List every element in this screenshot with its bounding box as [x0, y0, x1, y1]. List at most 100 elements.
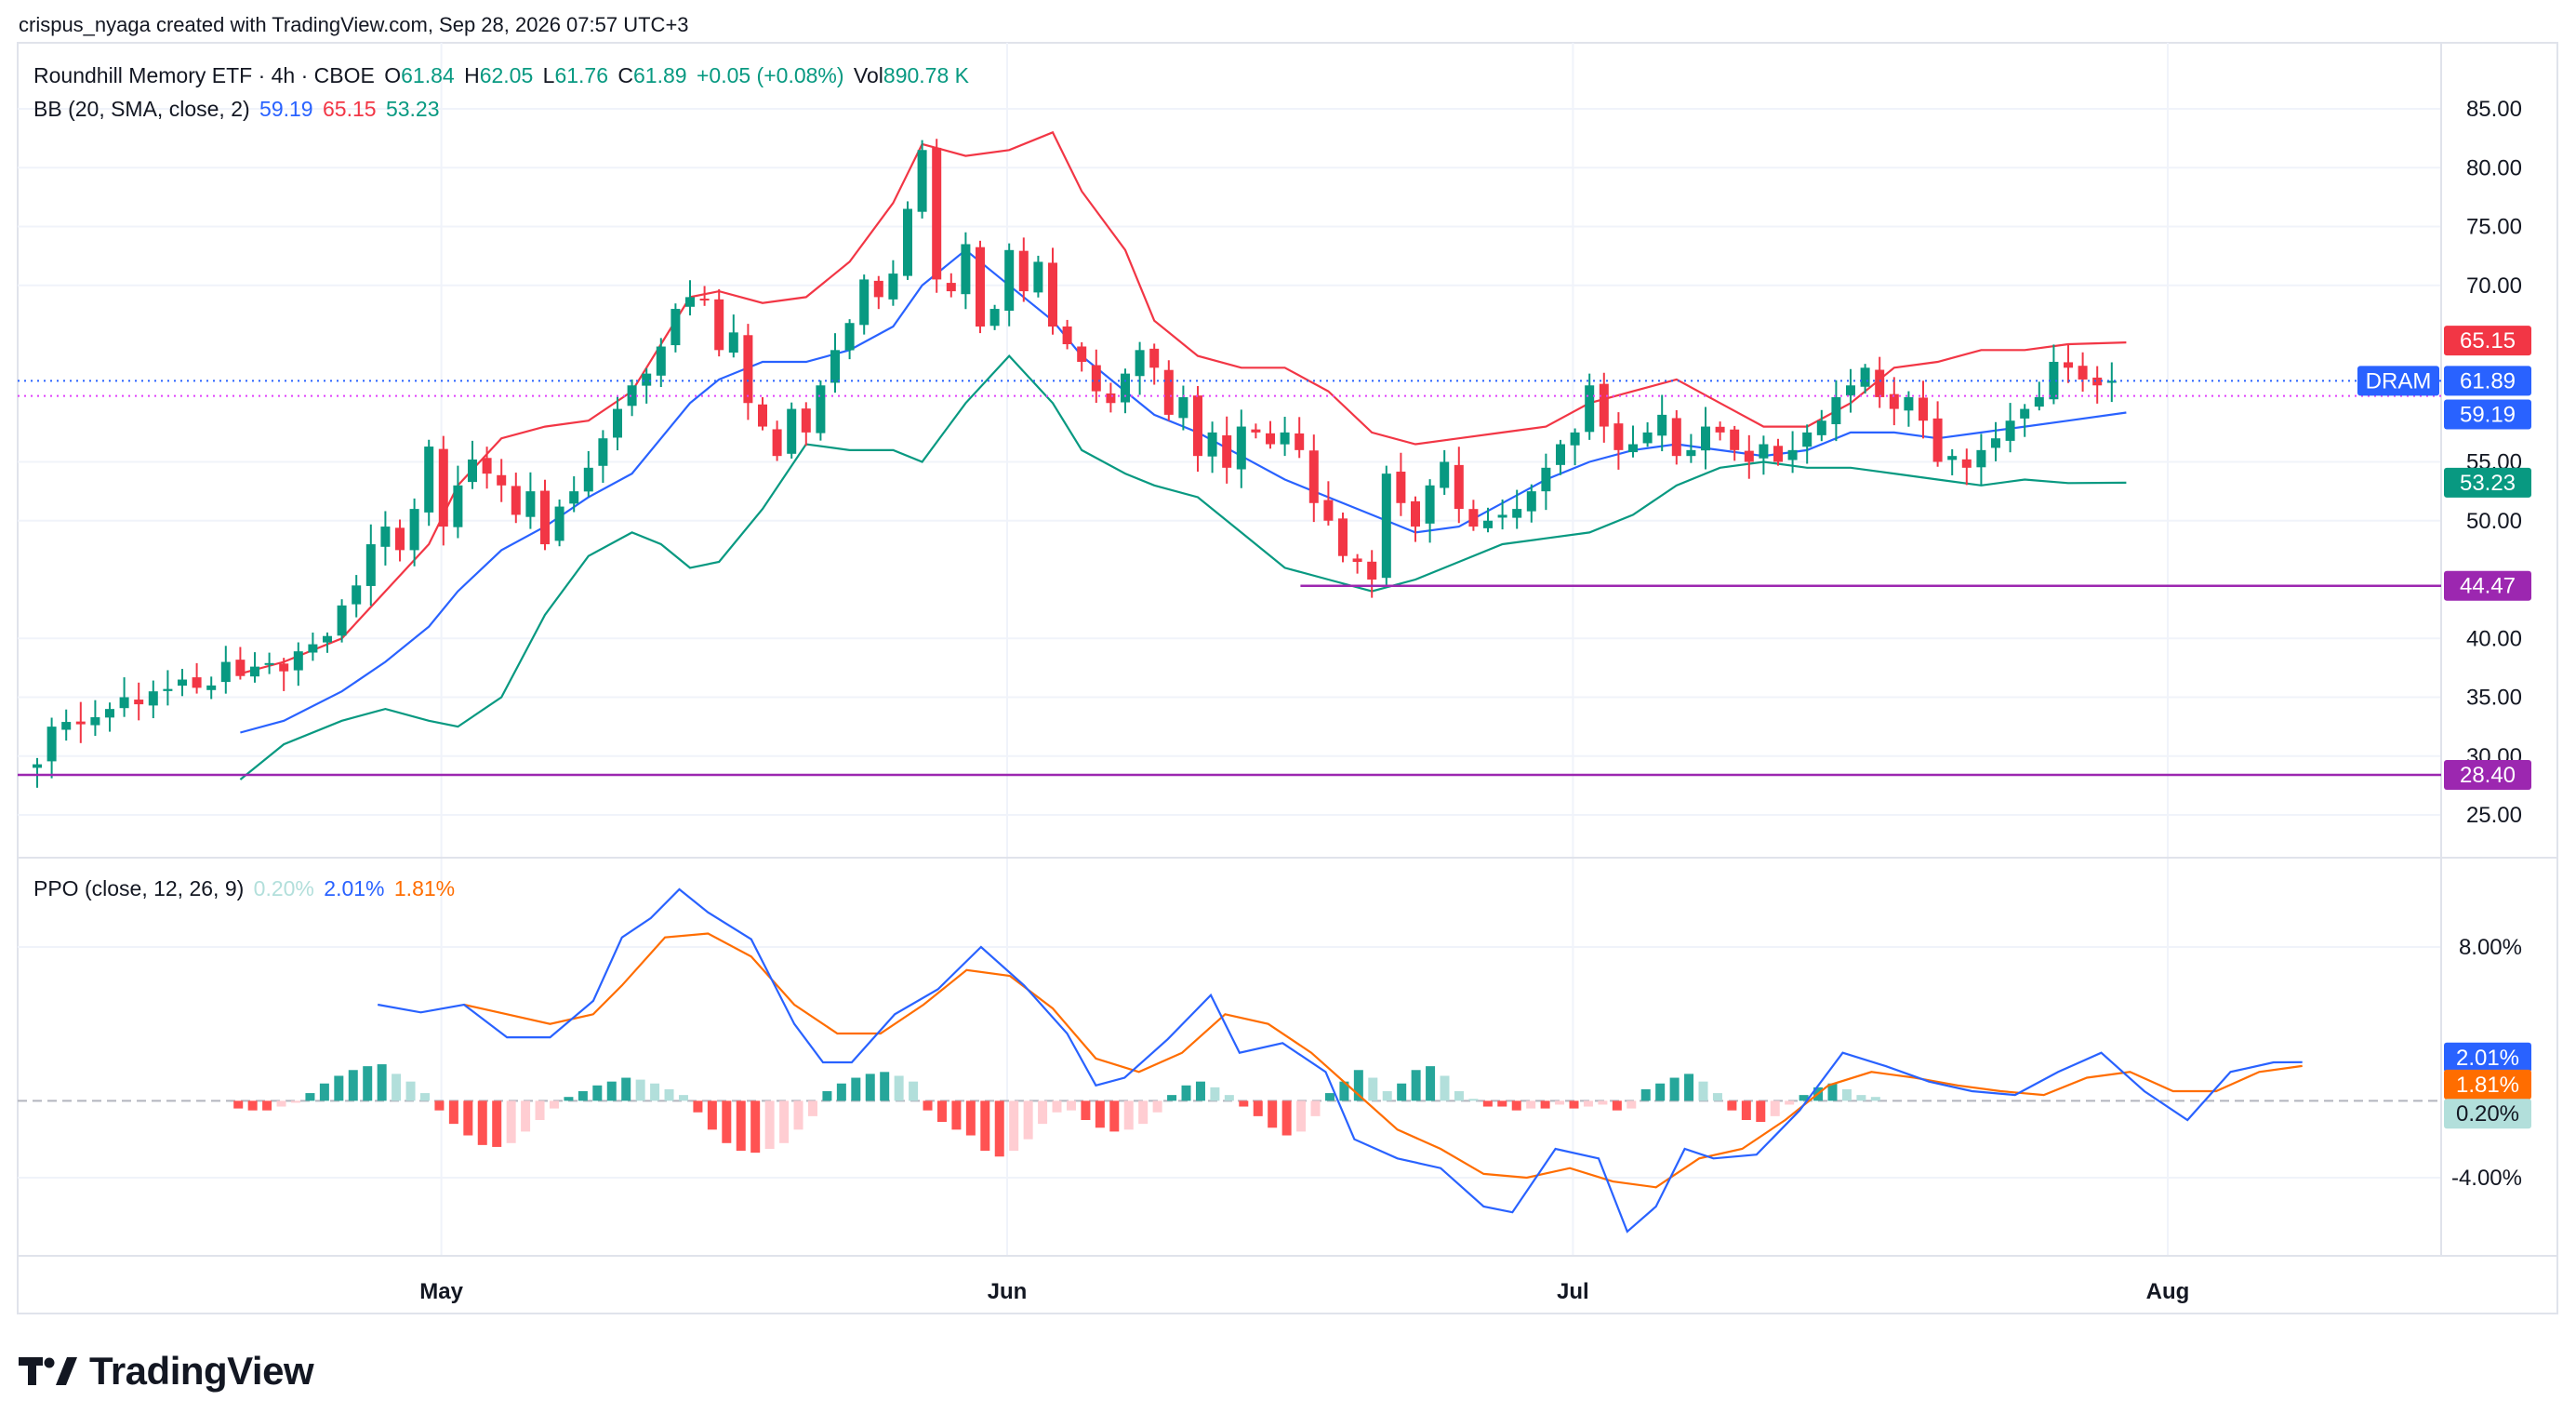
candle-body — [511, 486, 521, 515]
ppo-histogram-bar — [606, 1081, 617, 1101]
close-value: 61.89 — [633, 63, 687, 87]
candle-up — [844, 319, 855, 360]
badge-base-line: 28.40 — [2444, 759, 2531, 790]
candle-up — [2034, 381, 2044, 411]
ppo-histogram-bar — [764, 1100, 775, 1149]
candle-body — [1541, 467, 1551, 492]
price-badges: 65.15 61.89 DRAM 59.19 53.23 44.47 28.40 2.01%1… — [2357, 326, 2531, 1129]
ppo-histogram-bar — [363, 1066, 373, 1101]
bb-lower-line — [239, 353, 2127, 780]
candle-up — [468, 440, 477, 489]
ppo-signal-line — [463, 932, 2303, 1189]
candle-up — [424, 439, 434, 527]
candle-body — [308, 644, 318, 653]
badge-background — [2444, 326, 2531, 356]
ppo-histogram-bar — [1727, 1100, 1737, 1111]
ppo-histogram-bar — [405, 1081, 416, 1101]
ppo-histogram-bar — [635, 1079, 645, 1101]
candle-body — [2049, 361, 2059, 400]
ppo-histogram-bar — [1827, 1083, 1838, 1101]
ppo-histogram-bar — [334, 1075, 344, 1101]
brand-text: TradingView — [89, 1349, 314, 1393]
candle-up — [598, 430, 608, 483]
ppo-histogram-bar — [909, 1081, 919, 1101]
candle-body — [2092, 377, 2103, 386]
candle-body — [1251, 429, 1261, 433]
ppo-histogram-bar — [936, 1100, 947, 1123]
ppo-histogram-bar — [793, 1100, 803, 1130]
ppo-histogram-bar — [492, 1100, 502, 1147]
candle-body — [1367, 561, 1377, 580]
candle-down — [699, 286, 710, 306]
candle-up — [816, 380, 826, 441]
candle-up — [1541, 453, 1551, 511]
candle-up — [1121, 368, 1130, 414]
ppo-tick-label: 8.00% — [2459, 935, 2522, 960]
candle-body — [1787, 449, 1798, 460]
ppo-histogram-bar — [664, 1088, 674, 1101]
candle-body — [2078, 366, 2088, 380]
candle-up — [642, 367, 652, 404]
candle-body — [220, 661, 231, 683]
candle-body — [365, 544, 376, 586]
candle-up — [1280, 417, 1290, 457]
ppo-histogram-bar — [1756, 1100, 1766, 1123]
candle-body — [685, 297, 695, 307]
candle-down — [395, 519, 405, 562]
ppo-histogram-bar — [1612, 1100, 1622, 1111]
candle-body — [2106, 380, 2117, 383]
candle-up — [685, 280, 695, 316]
candle-down — [1889, 377, 1899, 426]
candle-body — [554, 506, 564, 541]
high-value: 62.05 — [479, 63, 534, 87]
candle-body — [1773, 446, 1783, 462]
candle-body — [148, 691, 158, 706]
ppo-histogram-bar — [1038, 1100, 1048, 1125]
candle-body — [1686, 449, 1696, 457]
time-tick-label: May — [419, 1279, 463, 1304]
ppo-histogram-bar — [1210, 1087, 1220, 1101]
candle-body — [497, 474, 507, 486]
candle-down — [1396, 452, 1406, 516]
badge-label: 61.89 — [2460, 368, 2516, 393]
candle-down — [482, 447, 492, 489]
ppo-histogram-bar — [1511, 1100, 1521, 1111]
candle-up — [583, 450, 593, 498]
candle-down — [1454, 447, 1464, 524]
candle-down — [1018, 237, 1029, 302]
candle-down — [1295, 417, 1305, 459]
candle-body — [1961, 459, 1972, 468]
candle-up — [323, 632, 332, 653]
candle-body — [1295, 433, 1305, 450]
candle-up — [989, 304, 1000, 330]
ppo-histogram-bar — [1368, 1077, 1378, 1101]
candle-up — [1570, 428, 1580, 466]
candle-down — [1048, 247, 1057, 335]
badge-background — [2444, 467, 2531, 498]
ppo-histogram-bar — [1353, 1070, 1363, 1101]
candle-body — [728, 332, 738, 353]
candle-up — [1207, 421, 1217, 473]
candle-down — [873, 275, 883, 310]
candle-body — [1701, 426, 1710, 451]
candle-body — [976, 247, 985, 327]
candle-up — [352, 575, 362, 618]
ppo-histogram-bar — [1468, 1099, 1479, 1101]
candle-down — [1599, 372, 1609, 443]
candle-up — [613, 396, 622, 451]
candle-body — [1193, 395, 1202, 457]
candle-body — [844, 323, 855, 351]
ppo-histogram-bar — [1426, 1066, 1436, 1101]
ppo-histogram-bar — [1799, 1095, 1809, 1101]
candle-body — [1091, 365, 1101, 392]
ppo-label: PPO (close, 12, 26, 9) — [33, 876, 245, 900]
price-tick-label: 40.00 — [2466, 626, 2522, 651]
candle-up — [903, 201, 912, 280]
candle-down — [976, 240, 985, 334]
candle-down — [743, 324, 753, 420]
candle-body — [1671, 418, 1681, 457]
candle-up — [148, 680, 158, 719]
ppo-histogram-bar — [951, 1100, 962, 1130]
change-value: +0.05 (+0.08%) — [696, 63, 844, 87]
